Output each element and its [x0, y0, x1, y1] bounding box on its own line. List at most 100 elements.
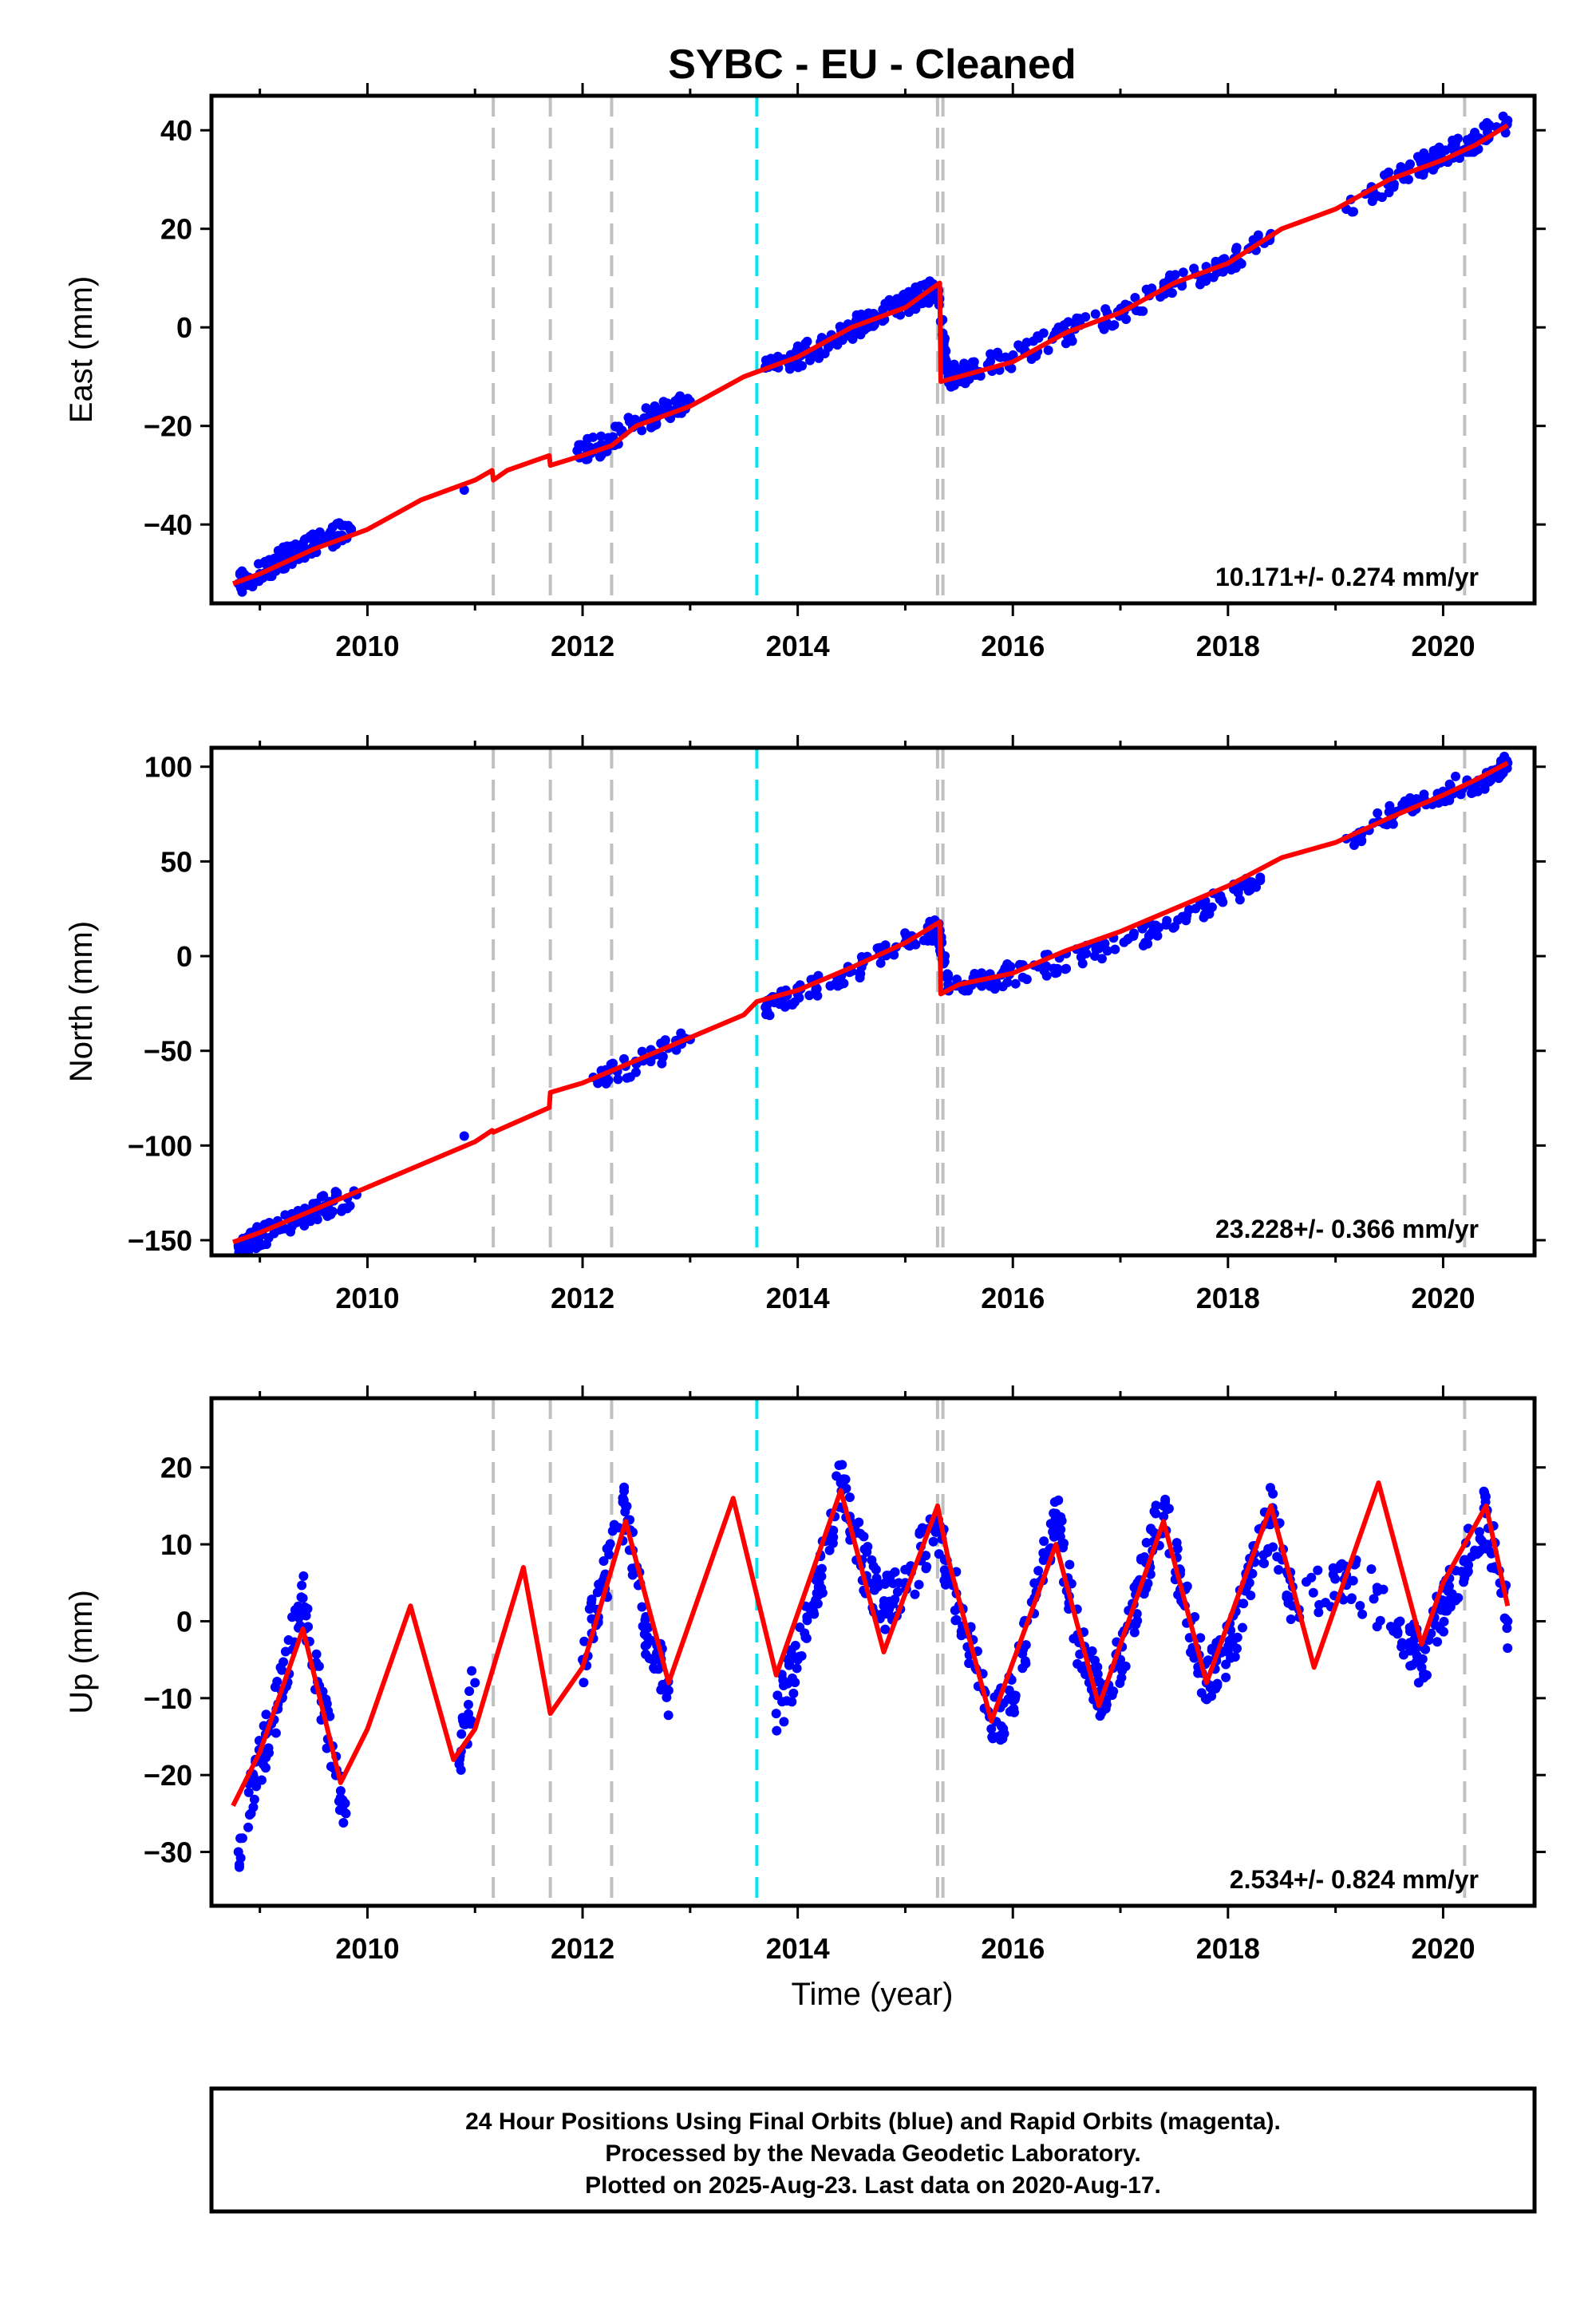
north-x-axis: 2010 2012 2014 2016 2018 2020	[259, 735, 1475, 1314]
up-obs-scatter	[338, 1818, 349, 1828]
up-obs-scatter	[322, 1699, 332, 1709]
north-obs-scatter	[1002, 978, 1013, 988]
north-obs-scatter	[941, 972, 951, 982]
north-obs-scatter	[811, 985, 821, 995]
east-obs-scatter	[651, 420, 662, 430]
east-obs-scatter	[843, 330, 853, 341]
east-obs-scatter	[925, 276, 935, 287]
north-obs-scatter	[1385, 800, 1395, 811]
north-rate-text: 23.228+/- 0.366 mm/yr	[1215, 1215, 1479, 1243]
north-model-fit-line	[232, 761, 1509, 1245]
up-obs-scatter	[584, 1603, 595, 1614]
up-obs-scatter	[279, 1657, 289, 1667]
east-obs-scatter	[641, 403, 651, 413]
up-obs-scatter	[892, 1587, 903, 1597]
up-obs-scatter	[1009, 1707, 1019, 1717]
up-obs-scatter	[1212, 1681, 1223, 1691]
up-obs-scatter	[1369, 1594, 1379, 1604]
up-obs-scatter	[1274, 1564, 1284, 1575]
north-obs-scatter	[608, 1058, 618, 1069]
north-obs-scatter	[345, 1200, 355, 1211]
up-obs-scatter	[454, 1759, 464, 1769]
up-obs-scatter	[1308, 1587, 1318, 1598]
east-obs-scatter	[1071, 318, 1081, 328]
north-obs-scatter	[1388, 819, 1398, 829]
east-y-axis-label: East (mm)	[64, 276, 99, 423]
north-event-lines	[492, 748, 1467, 1255]
north-obs-scatter	[963, 984, 974, 994]
east-x-tick-label-4: 2018	[1196, 630, 1260, 662]
up-x-axis: 2010 2012 2014 2016 2018 2020	[259, 1385, 1475, 1965]
east-obs-scatter	[1201, 276, 1211, 287]
north-obs-scatter	[875, 958, 886, 968]
north-obs-scatter	[1494, 773, 1504, 784]
east-y-tick-label-2: 0	[176, 311, 192, 344]
north-obs-scatter	[257, 1239, 267, 1250]
east-obs-scatter	[298, 541, 309, 551]
east-obs-scatter	[793, 362, 804, 373]
up-obs-scatter	[837, 1460, 847, 1470]
up-obs-scatter	[784, 1658, 795, 1669]
east-obs-point-6	[459, 484, 469, 495]
north-obs-scatter	[336, 1206, 346, 1216]
up-obs-scatter	[934, 1549, 944, 1559]
up-obs-scatter	[592, 1587, 602, 1598]
east-obs-scatter	[812, 351, 823, 362]
north-obs-scatter	[1152, 931, 1163, 941]
up-obs-scatter	[1195, 1633, 1206, 1643]
up-obs-point-12	[663, 1686, 674, 1696]
footer-line-2: Processed by the Nevada Geodetic Laborat…	[605, 2140, 1140, 2167]
east-obs-scatter	[1008, 350, 1018, 360]
up-obs-scatter	[796, 1650, 807, 1661]
north-panel: 2010 2012 2014 2016 2018 2020 −150 −100 −50 0 50 10…	[64, 735, 1546, 1314]
up-obs-scatter	[1479, 1486, 1489, 1496]
up-y-axis: −30 −20 −10 0 10 20	[144, 1452, 1546, 1869]
up-obs-scatter	[263, 1743, 274, 1753]
up-obs-scatter	[256, 1775, 267, 1785]
north-obs-scatter	[1102, 946, 1112, 956]
up-obs-scatter	[1057, 1516, 1067, 1526]
up-obs-scatter	[787, 1697, 797, 1707]
up-obs-scatter	[1430, 1620, 1440, 1630]
up-obs-scatter	[1438, 1626, 1448, 1637]
up-obs-scatter	[627, 1563, 638, 1574]
up-obs-scatter	[1314, 1607, 1324, 1618]
east-obs-scatter	[1211, 256, 1221, 267]
up-obs-scatter	[663, 1710, 674, 1721]
east-obs-scatter	[903, 307, 914, 318]
east-obs-scatter	[237, 587, 247, 597]
up-obs-scatter	[812, 1599, 823, 1609]
up-obs-scatter	[788, 1688, 799, 1698]
east-obs-scatter	[835, 335, 845, 346]
up-obs-scatter	[609, 1520, 619, 1530]
east-obs-scatter	[1389, 179, 1399, 189]
east-obs-scatter	[650, 401, 660, 411]
up-obs-scatter	[816, 1563, 827, 1574]
north-x-tick-label-5: 2020	[1411, 1282, 1475, 1314]
up-obs-scatter	[579, 1678, 589, 1688]
up-obs-scatter	[787, 1673, 797, 1683]
north-obs-scatter	[622, 1073, 632, 1083]
up-x-tick-label-1: 2012	[551, 1932, 614, 1965]
east-obs-scatter	[288, 541, 298, 551]
up-obs-scatter	[325, 1711, 335, 1721]
up-obs-scatter	[243, 1787, 254, 1797]
east-event-lines	[492, 96, 1467, 603]
north-obs-scatter	[1076, 952, 1086, 962]
up-obs-scatter	[1159, 1511, 1169, 1521]
up-panel: 2010 2012 2014 2016 2018 2020 −30 −20 −10 0 10 20 Up…	[64, 1385, 1546, 1965]
north-obs-scatter	[613, 1074, 623, 1085]
north-y-tick-label-2: −50	[144, 1035, 192, 1068]
up-obs-scatter	[1247, 1568, 1258, 1579]
north-obs-scatter	[1173, 915, 1183, 925]
up-obs-scatter	[840, 1474, 851, 1484]
east-obs-scatter	[1384, 188, 1394, 198]
up-obs-scatter	[1391, 1623, 1401, 1634]
north-obs-scatter	[1215, 894, 1225, 904]
east-obs-scatter	[595, 452, 605, 462]
up-y-axis-label: Up (mm)	[64, 1590, 99, 1714]
east-obs-scatter	[1178, 267, 1188, 278]
up-obs-scatter	[1092, 1669, 1103, 1679]
east-y-tick-label-3: 20	[160, 213, 192, 246]
up-obs-scatter	[261, 1709, 271, 1720]
